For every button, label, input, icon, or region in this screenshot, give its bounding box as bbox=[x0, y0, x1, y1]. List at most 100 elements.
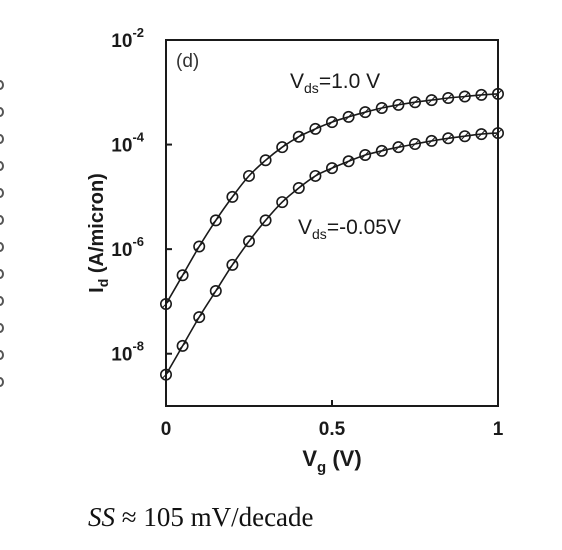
series-0-point bbox=[209, 214, 222, 227]
edge-dot bbox=[0, 350, 4, 360]
series-0-point-slash bbox=[194, 242, 204, 251]
series-1-point-slash bbox=[493, 128, 503, 138]
series-0-point bbox=[259, 154, 272, 167]
series-label-sub: ds bbox=[312, 226, 327, 242]
caption-approx-symbol: ≈ bbox=[121, 502, 137, 532]
series-1-point-slash bbox=[261, 216, 270, 225]
series-label-rest: =1.0 V bbox=[319, 70, 380, 93]
edge-dot bbox=[0, 242, 4, 252]
series-1-point bbox=[309, 169, 322, 182]
series-label-vds-1v: Vds=1.0 V bbox=[290, 70, 380, 96]
x-tick-label: 1 bbox=[493, 419, 504, 440]
y-tick-exponent: -2 bbox=[132, 25, 144, 40]
y-tick-exponent: -4 bbox=[132, 130, 144, 145]
series-1-point bbox=[226, 258, 239, 271]
series-1-point-slash bbox=[228, 260, 237, 270]
series-0-point bbox=[475, 88, 488, 101]
series-0-line bbox=[165, 93, 499, 305]
series-1-point-slash bbox=[294, 183, 304, 193]
series-0-point-slash bbox=[311, 124, 320, 134]
series-1-point bbox=[475, 128, 488, 141]
edge-dot bbox=[0, 188, 4, 198]
series-1-point bbox=[209, 284, 222, 297]
series-0-point bbox=[292, 130, 305, 143]
series-1-point-slash bbox=[427, 136, 436, 146]
series-0-point bbox=[359, 106, 372, 119]
edge-dot bbox=[0, 107, 4, 117]
x-axis-label-main: V bbox=[302, 446, 317, 471]
edge-dot bbox=[0, 80, 4, 90]
series-0-point-slash bbox=[394, 100, 403, 110]
series-0-point-slash bbox=[294, 132, 304, 142]
series-1-point bbox=[193, 311, 206, 324]
series-1-point bbox=[243, 235, 256, 248]
series-label-main: V bbox=[290, 70, 304, 93]
series-1-point bbox=[160, 368, 173, 381]
series-label-main: V bbox=[298, 216, 312, 239]
series-1-point-slash bbox=[178, 341, 187, 351]
series-1-line bbox=[165, 132, 499, 376]
left-edge-clipped-markers bbox=[0, 80, 8, 410]
x-axis-label-unit: (V) bbox=[326, 446, 361, 471]
series-1-point-slash bbox=[443, 133, 453, 143]
series-1-point bbox=[491, 127, 504, 140]
y-axis-label: Id (A/micron) bbox=[86, 173, 111, 293]
y-tick-label: 10-6 bbox=[111, 234, 144, 261]
series-0-point-slash bbox=[261, 155, 270, 165]
series-0-point-slash bbox=[228, 192, 237, 202]
series-0-point-slash bbox=[410, 97, 420, 107]
y-tick-base: 10 bbox=[111, 240, 132, 261]
edge-dot bbox=[0, 134, 4, 144]
edge-dot bbox=[0, 269, 4, 279]
series-0-point bbox=[160, 298, 173, 311]
x-axis-ticks: 0 0.5 1 bbox=[161, 400, 504, 440]
series-0-point-slash bbox=[344, 112, 353, 122]
series-1-point-slash bbox=[211, 286, 221, 296]
y-tick-label: 10-4 bbox=[111, 130, 144, 157]
series-1-point bbox=[392, 141, 405, 154]
series-0-point-slash bbox=[493, 89, 503, 99]
series-0-point bbox=[491, 87, 504, 100]
series-1-point bbox=[425, 134, 438, 147]
series-0-point-slash bbox=[360, 107, 370, 117]
caption-variable: SS bbox=[88, 502, 115, 532]
series-0-point-slash bbox=[443, 93, 453, 103]
series-1-point-slash bbox=[410, 139, 420, 149]
edge-dot bbox=[0, 161, 4, 171]
series-1-point bbox=[325, 162, 338, 175]
series-0-point bbox=[226, 190, 239, 203]
y-tick-base: 10 bbox=[111, 345, 132, 366]
y-axis-ticks: 10-210-410-610-8 bbox=[111, 25, 172, 366]
series-0-point bbox=[309, 122, 322, 135]
series-label-vds-005v: Vds=-0.05V bbox=[298, 216, 401, 242]
series-1-point-slash bbox=[460, 131, 470, 141]
series-1-point-slash bbox=[194, 312, 204, 322]
series-1-point-slash bbox=[477, 129, 486, 139]
series-0-point-slash bbox=[327, 117, 337, 127]
series-0-point bbox=[408, 96, 421, 109]
series-1-point-slash bbox=[377, 146, 387, 156]
y-tick-base: 10 bbox=[111, 31, 132, 52]
series-1-point-slash bbox=[344, 156, 353, 166]
series-1-point bbox=[176, 339, 189, 352]
series-1-point-slash bbox=[277, 197, 287, 207]
series-0-point bbox=[276, 141, 289, 154]
y-axis-label-main: I bbox=[86, 287, 108, 293]
panel-label: (d) bbox=[176, 51, 199, 72]
series-0-point bbox=[342, 110, 355, 123]
caption-value: 105 mV/decade bbox=[143, 502, 314, 532]
series-0-point bbox=[325, 116, 338, 129]
series-layer bbox=[160, 87, 504, 381]
subthreshold-swing-caption: SS ≈ 105 mV/decade bbox=[88, 502, 314, 533]
series-1-point-slash bbox=[394, 142, 403, 152]
series-0-point bbox=[458, 90, 471, 103]
x-axis-label: Vg (V) bbox=[302, 446, 361, 476]
edge-dot bbox=[0, 215, 4, 225]
y-tick-label: 10-2 bbox=[111, 25, 144, 52]
y-tick-label: 10-8 bbox=[111, 339, 144, 366]
series-0-point bbox=[176, 269, 189, 282]
series-0-point bbox=[425, 94, 438, 107]
series-1-point bbox=[359, 149, 372, 162]
y-axis-label-sub: d bbox=[95, 279, 111, 288]
y-tick-base: 10 bbox=[111, 136, 132, 157]
